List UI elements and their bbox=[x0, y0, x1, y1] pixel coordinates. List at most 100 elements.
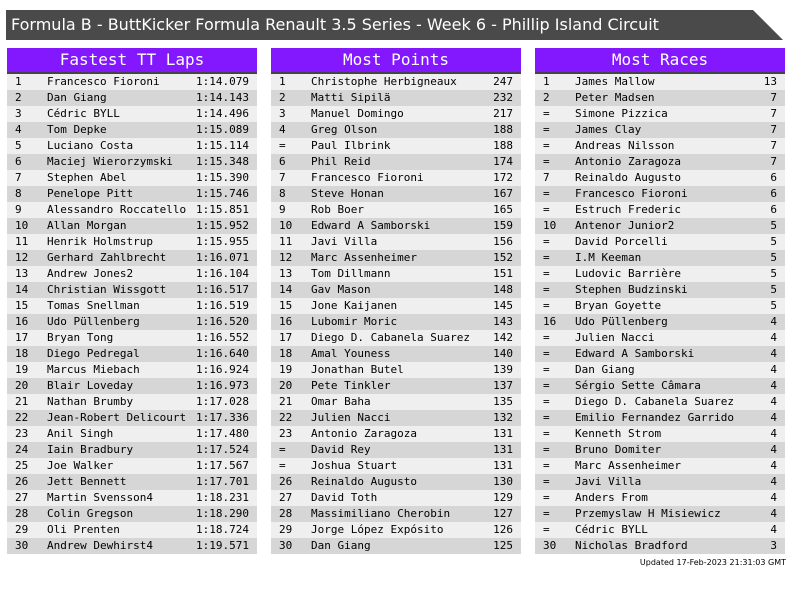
value-cell: 5 bbox=[770, 299, 777, 312]
name-cell: Tomas Snellman bbox=[47, 299, 140, 312]
name-cell: Phil Reid bbox=[311, 155, 371, 168]
name-cell: Andreas Nilsson bbox=[575, 139, 675, 152]
table-row: = Ludovic Barrière 5 bbox=[535, 266, 785, 282]
rank-cell: 13 bbox=[279, 267, 293, 280]
name-cell: Jone Kaijanen bbox=[311, 299, 398, 312]
value-cell: 7 bbox=[770, 139, 777, 152]
table-row: 22 Julien Nacci 132 bbox=[271, 410, 521, 426]
name-cell: Penelope Pitt bbox=[47, 187, 134, 200]
name-cell: Marc Assenheimer bbox=[575, 459, 681, 472]
value-cell: 4 bbox=[770, 315, 777, 328]
name-cell: Edward A Samborski bbox=[311, 219, 431, 232]
value-cell: 1:17.336 bbox=[196, 411, 249, 424]
name-cell: Udo Püllenberg bbox=[47, 315, 140, 328]
table-row: 30 Dan Giang 125 bbox=[271, 538, 521, 554]
table-row: = Diego D. Cabanela Suarez 4 bbox=[535, 394, 785, 410]
value-cell: 4 bbox=[770, 523, 777, 536]
panel-header: Most Races bbox=[535, 48, 785, 74]
name-cell: Sérgio Sette Câmara bbox=[575, 379, 701, 392]
table-row: 16 Lubomir Moric 143 bbox=[271, 314, 521, 330]
name-cell: Antonio Zaragoza bbox=[575, 155, 681, 168]
table-row: 16 Udo Püllenberg 4 bbox=[535, 314, 785, 330]
rank-cell: = bbox=[543, 155, 550, 168]
table-row: 2 Peter Madsen 7 bbox=[535, 90, 785, 106]
name-cell: James Mallow bbox=[575, 75, 655, 88]
name-cell: Peter Madsen bbox=[575, 91, 655, 104]
value-cell: 130 bbox=[493, 475, 513, 488]
rank-cell: = bbox=[279, 139, 286, 152]
name-cell: Bryan Goyette bbox=[575, 299, 662, 312]
table-row: = I.M Keeman 5 bbox=[535, 250, 785, 266]
name-cell: Diego D. Cabanela Suarez bbox=[575, 395, 734, 408]
value-cell: 247 bbox=[493, 75, 513, 88]
name-cell: Christophe Herbigneaux bbox=[311, 75, 457, 88]
table-row: = Andreas Nilsson 7 bbox=[535, 138, 785, 154]
table-row: 24 Iain Bradbury 1:17.524 bbox=[7, 442, 257, 458]
value-cell: 1:17.567 bbox=[196, 459, 249, 472]
table-row: 4 Tom Depke 1:15.089 bbox=[7, 122, 257, 138]
name-cell: Nicholas Bradford bbox=[575, 539, 688, 552]
value-cell: 1:17.524 bbox=[196, 443, 249, 456]
name-cell: Francesco Fioroni bbox=[311, 171, 424, 184]
table-row: 12 Marc Assenheimer 152 bbox=[271, 250, 521, 266]
value-cell: 1:15.746 bbox=[196, 187, 249, 200]
value-cell: 139 bbox=[493, 363, 513, 376]
value-cell: 4 bbox=[770, 411, 777, 424]
value-cell: 1:16.924 bbox=[196, 363, 249, 376]
value-cell: 5 bbox=[770, 283, 777, 296]
rank-cell: 20 bbox=[15, 379, 29, 392]
value-cell: 4 bbox=[770, 363, 777, 376]
table-row: = Simone Pizzica 7 bbox=[535, 106, 785, 122]
rank-cell: 17 bbox=[279, 331, 293, 344]
rank-cell: 10 bbox=[279, 219, 293, 232]
value-cell: 140 bbox=[493, 347, 513, 360]
value-cell: 4 bbox=[770, 331, 777, 344]
rank-cell: 1 bbox=[543, 75, 550, 88]
table-row: 6 Phil Reid 174 bbox=[271, 154, 521, 170]
rank-cell: 22 bbox=[279, 411, 293, 424]
rank-cell: 28 bbox=[279, 507, 293, 520]
rank-cell: 19 bbox=[279, 363, 293, 376]
name-cell: Javi Villa bbox=[575, 475, 642, 488]
rank-cell: 14 bbox=[15, 283, 29, 296]
value-cell: 232 bbox=[493, 91, 513, 104]
name-cell: Jean-Robert Delicourt bbox=[47, 411, 187, 424]
name-cell: Gav Mason bbox=[311, 283, 371, 296]
rank-cell: 26 bbox=[15, 475, 29, 488]
rank-cell: 2 bbox=[279, 91, 286, 104]
table-row: 10 Antenor Junior2 5 bbox=[535, 218, 785, 234]
value-cell: 1:15.390 bbox=[196, 171, 249, 184]
value-cell: 4 bbox=[770, 443, 777, 456]
value-cell: 143 bbox=[493, 315, 513, 328]
name-cell: Anil Singh bbox=[47, 427, 114, 440]
value-cell: 1:15.955 bbox=[196, 235, 249, 248]
table-row: 7 Francesco Fioroni 172 bbox=[271, 170, 521, 186]
name-cell: Francesco Fioroni bbox=[47, 75, 160, 88]
value-cell: 1:18.290 bbox=[196, 507, 249, 520]
name-cell: Omar Baha bbox=[311, 395, 371, 408]
name-cell: Blair Loveday bbox=[47, 379, 134, 392]
value-cell: 1:15.952 bbox=[196, 219, 249, 232]
value-cell: 131 bbox=[493, 459, 513, 472]
value-cell: 152 bbox=[493, 251, 513, 264]
name-cell: Martin Svensson4 bbox=[47, 491, 153, 504]
rank-cell: 7 bbox=[279, 171, 286, 184]
value-cell: 1:19.571 bbox=[196, 539, 249, 552]
name-cell: Antenor Junior2 bbox=[575, 219, 675, 232]
table-row: 3 Cédric BYLL 1:14.496 bbox=[7, 106, 257, 122]
name-cell: Stephen Budzinski bbox=[575, 283, 688, 296]
table-row: 6 Maciej Wierorzymski 1:15.348 bbox=[7, 154, 257, 170]
value-cell: 188 bbox=[493, 123, 513, 136]
value-cell: 129 bbox=[493, 491, 513, 504]
value-cell: 13 bbox=[763, 75, 777, 88]
rank-cell: 16 bbox=[279, 315, 293, 328]
table-row: 1 Christophe Herbigneaux 247 bbox=[271, 74, 521, 90]
table-row: = David Rey 131 bbox=[271, 442, 521, 458]
value-cell: 135 bbox=[493, 395, 513, 408]
table-row: 11 Henrik Holmstrup 1:15.955 bbox=[7, 234, 257, 250]
name-cell: David Porcelli bbox=[575, 235, 668, 248]
name-cell: Kenneth Strom bbox=[575, 427, 662, 440]
name-cell: Manuel Domingo bbox=[311, 107, 404, 120]
name-cell: Andrew Dewhirst4 bbox=[47, 539, 153, 552]
name-cell: David Rey bbox=[311, 443, 371, 456]
